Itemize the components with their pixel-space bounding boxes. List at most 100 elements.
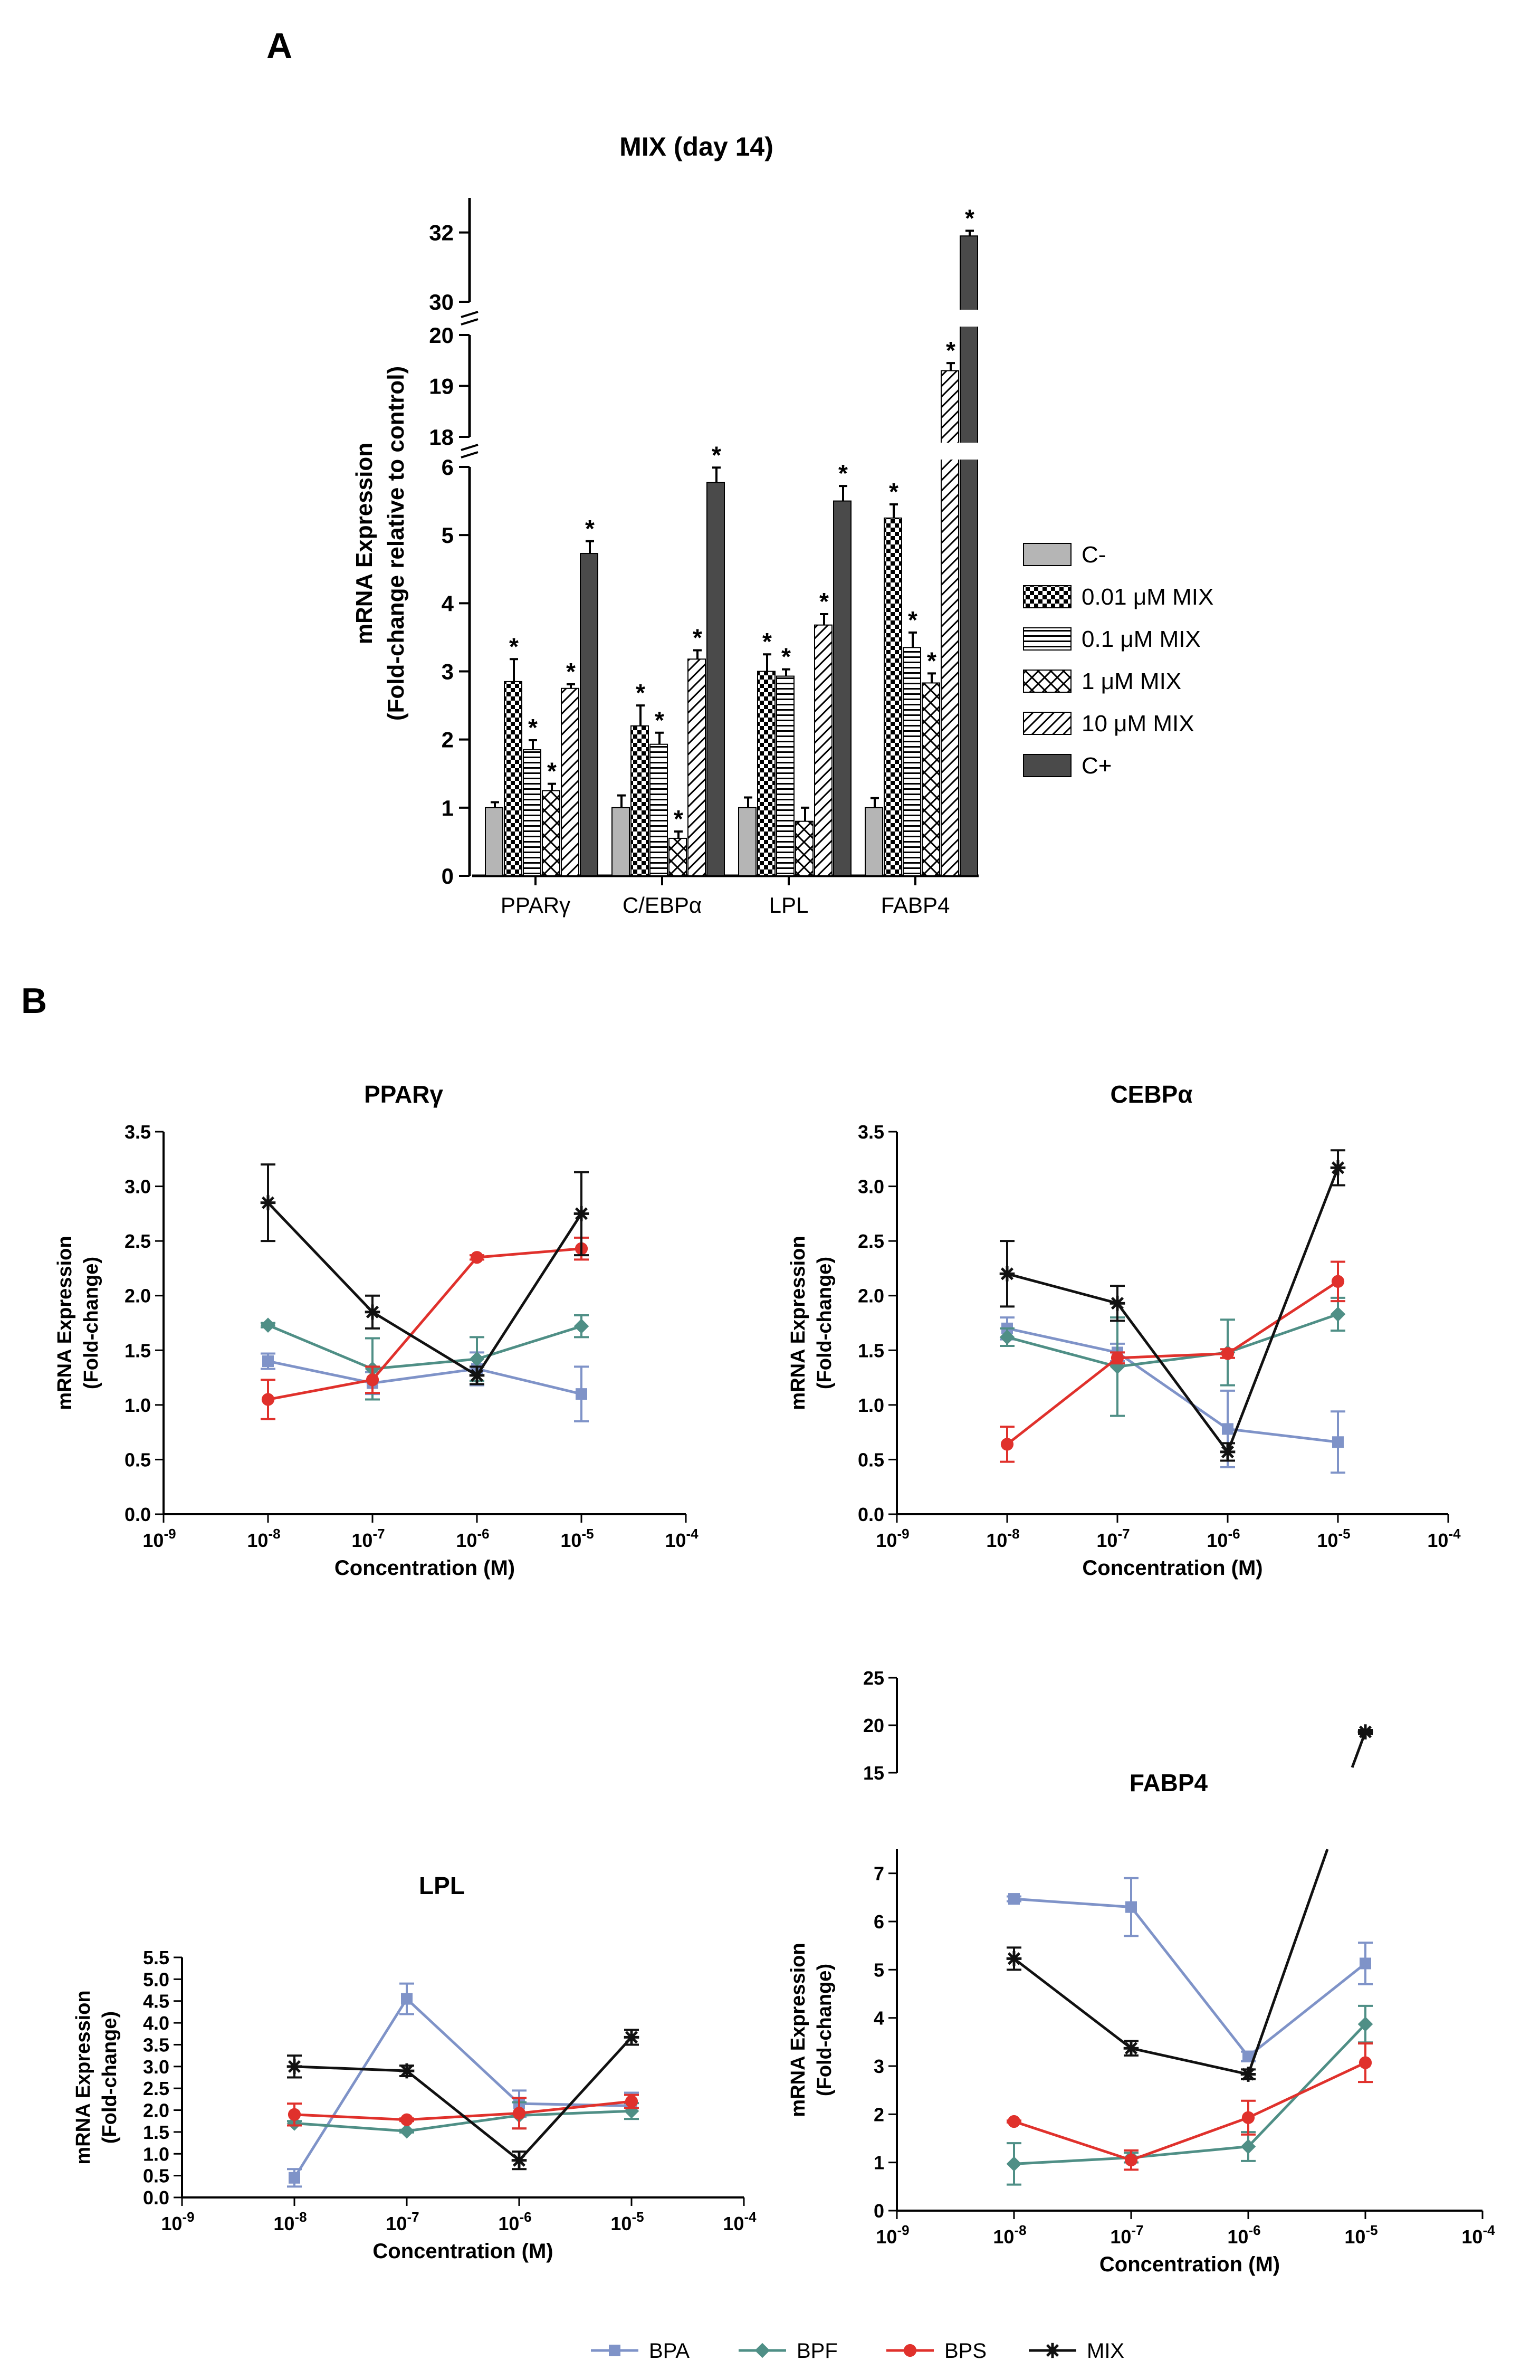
data-point-mix bbox=[469, 1368, 485, 1383]
legend-swatch bbox=[1023, 670, 1072, 693]
x-axis-label: Concentration (M) bbox=[1099, 2253, 1280, 2276]
significance-star: * bbox=[965, 204, 974, 232]
y-tick-label: 2.0 bbox=[858, 1285, 884, 1307]
error-bar bbox=[674, 830, 683, 838]
x-tick-label: 10-6 bbox=[498, 2209, 531, 2234]
data-point-bpf bbox=[399, 2123, 415, 2139]
series-line-mix bbox=[294, 2036, 633, 2163]
series-line-bps bbox=[267, 1247, 582, 1401]
significance-star: * bbox=[528, 714, 538, 741]
significance-star: * bbox=[566, 658, 576, 685]
y-tick-label: 4.5 bbox=[143, 1991, 169, 2012]
y-tick-label: 3.5 bbox=[858, 1121, 884, 1143]
bar-break-gap bbox=[939, 310, 981, 327]
data-point-mix bbox=[1240, 2067, 1256, 2082]
ylabel-line1: mRNA Expression bbox=[54, 1236, 76, 1410]
y-tick-label: 3.0 bbox=[125, 1176, 151, 1198]
data-point-bpa bbox=[289, 2172, 300, 2184]
bar-5 bbox=[833, 500, 852, 876]
data-point-mix bbox=[260, 1195, 276, 1210]
legend-label: BPF bbox=[797, 2339, 838, 2363]
bar-3 bbox=[795, 820, 814, 876]
error-bar bbox=[763, 653, 771, 672]
data-point-bpa bbox=[1332, 1436, 1344, 1448]
y-tick-label: 5 bbox=[442, 523, 454, 548]
legend-label: 10 μM MIX bbox=[1082, 711, 1194, 737]
x-tick-label: 10-7 bbox=[1110, 2222, 1143, 2248]
data-point-bps bbox=[1359, 2056, 1372, 2069]
y-tick-label: 6 bbox=[874, 1911, 884, 1933]
data-point-bpa bbox=[1222, 1423, 1233, 1435]
error-bar bbox=[712, 466, 721, 483]
significance-star: * bbox=[781, 643, 791, 671]
x-axis-label: Concentration (M) bbox=[372, 2240, 553, 2263]
legend-swatch bbox=[1023, 754, 1072, 777]
y-tick-label: 3 bbox=[442, 659, 454, 684]
y-tick-label: 1 bbox=[442, 796, 454, 820]
significance-star: * bbox=[819, 588, 829, 615]
y-tick-label: 0.0 bbox=[125, 1504, 151, 1525]
x-tick-label: 10-5 bbox=[1344, 2222, 1378, 2248]
y-tick-label: 7 bbox=[874, 1863, 884, 1885]
data-point-bps bbox=[288, 2108, 301, 2121]
data-point-mix bbox=[573, 1206, 589, 1221]
error-bar bbox=[617, 794, 626, 808]
x-tick-label: 10-4 bbox=[1461, 2222, 1495, 2248]
data-point-bpf bbox=[1357, 2016, 1373, 2032]
bar-0 bbox=[485, 807, 503, 877]
y-tick-label: 2 bbox=[874, 2104, 884, 2125]
x-category-label: LPL bbox=[769, 893, 809, 917]
data-point-bpa bbox=[1008, 1893, 1020, 1905]
x-tick-label: 10-8 bbox=[273, 2209, 307, 2234]
x-axis-label: Concentration (M) bbox=[334, 1556, 515, 1580]
series-line-bpf bbox=[1013, 2023, 1366, 2165]
y-tick-label: 20 bbox=[863, 1715, 884, 1736]
y-tick-label: 0 bbox=[442, 864, 454, 888]
error-bar bbox=[744, 796, 752, 808]
y-tick-label: 4 bbox=[442, 591, 454, 616]
legend-label: C- bbox=[1082, 542, 1106, 568]
y-tick-label: 3.5 bbox=[143, 2034, 169, 2056]
y-tick-label: 3.0 bbox=[143, 2056, 169, 2078]
data-point-bps bbox=[1000, 1438, 1014, 1451]
y-tick-label: 1.5 bbox=[125, 1340, 151, 1361]
line-chart-cebp: CEBPα mRNA Expression (Fold-change) 0.0 0.5 1… bbox=[787, 1081, 1461, 1580]
ylabel-line2: (Fold-change) bbox=[814, 1964, 836, 2096]
data-point-bpa bbox=[1360, 1957, 1371, 1970]
error-bar bbox=[782, 668, 790, 676]
data-point-bpf bbox=[1006, 2156, 1022, 2172]
data-point-bpa bbox=[1242, 2050, 1254, 2062]
error-bar bbox=[636, 704, 645, 726]
bar-5 bbox=[960, 235, 978, 877]
chart-title: FABP4 bbox=[1130, 1769, 1208, 1796]
bar-2 bbox=[649, 743, 668, 877]
legend-panel-b: BPA BPF BPS MIX bbox=[591, 2339, 1124, 2363]
chart-a-ylabel-line1: mRNA Expression bbox=[351, 443, 377, 644]
data-point-bpf bbox=[573, 1318, 589, 1334]
y-tick-label: 3 bbox=[874, 2056, 884, 2077]
y-tick-label: 1 bbox=[874, 2152, 884, 2174]
data-point-mix bbox=[624, 2030, 639, 2045]
y-tick-label: 0.0 bbox=[143, 2187, 169, 2209]
x-tick-label: 10-8 bbox=[247, 1526, 280, 1551]
data-point-bps bbox=[1331, 1275, 1345, 1288]
error-bar bbox=[586, 540, 594, 554]
error-bar bbox=[529, 739, 537, 750]
significance-star: * bbox=[838, 460, 848, 487]
bar-0 bbox=[611, 807, 630, 877]
y-tick-label: 20 bbox=[429, 323, 454, 348]
data-point-bpa bbox=[262, 1355, 274, 1367]
series-line-mix bbox=[1013, 1957, 1249, 2076]
y-tick-label: 1.5 bbox=[858, 1340, 884, 1361]
data-point-mix bbox=[999, 1266, 1015, 1282]
ylabel-line2: (Fold-change) bbox=[80, 1257, 102, 1389]
error-bar bbox=[567, 683, 575, 689]
y-tick-label: 25 bbox=[863, 1667, 884, 1689]
bar-0 bbox=[738, 807, 757, 877]
x-tick-label: 10-9 bbox=[876, 1526, 909, 1551]
y-tick-label: 1.5 bbox=[143, 2121, 169, 2143]
data-point-mix bbox=[1357, 1724, 1373, 1739]
bar-4 bbox=[687, 658, 706, 876]
legend-label: 0.1 μM MIX bbox=[1082, 626, 1201, 652]
data-point-bpa bbox=[576, 1388, 587, 1400]
